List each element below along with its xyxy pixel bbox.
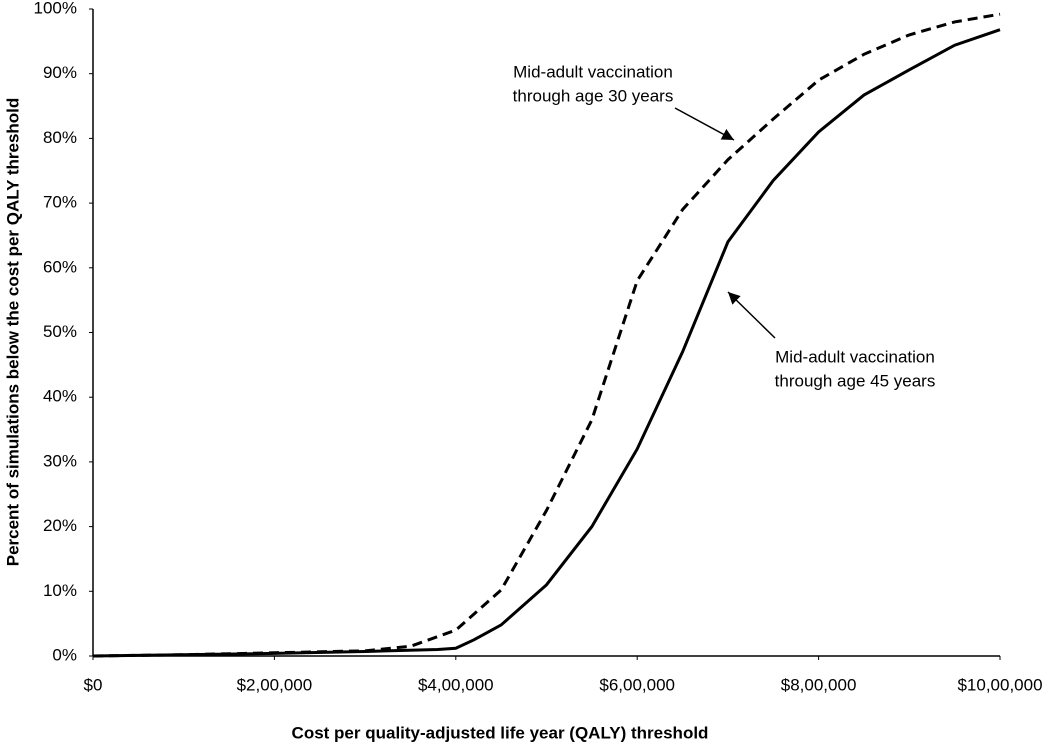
x-tick-label: $6,00,000 — [599, 675, 675, 694]
y-tick-label: 0% — [52, 645, 77, 664]
series-line — [92, 28, 1001, 658]
y-tick-label: 80% — [43, 128, 77, 147]
y-tick-label: 40% — [43, 387, 77, 406]
x-tick-label: $8,00,000 — [781, 675, 857, 694]
y-tick-label: 50% — [43, 322, 77, 341]
y-tick-label: 60% — [43, 257, 77, 276]
x-tick-label: $2,00,000 — [237, 675, 313, 694]
annotation: through age 45 years — [775, 371, 936, 390]
y-tick-label: 90% — [43, 63, 77, 82]
y-tick-label: 10% — [43, 581, 77, 600]
annotation-arrow — [674, 107, 735, 141]
y-tick-label: 20% — [43, 516, 77, 535]
y-tick-label: 70% — [43, 193, 77, 212]
annotation: Mid-adult vaccination — [513, 62, 673, 81]
x-tick-label: $0 — [84, 675, 103, 694]
annotation-arrow — [727, 291, 776, 339]
series-line — [92, 12, 1001, 658]
y-axis-label: Percent of simulations below the cost pe… — [3, 98, 22, 567]
y-tick-label: 30% — [43, 451, 77, 470]
x-tick-label: $4,00,000 — [418, 675, 494, 694]
annotation: Mid-adult vaccination — [775, 347, 935, 366]
y-tick-label: 100% — [34, 0, 77, 17]
x-axis-label: Cost per quality-adjusted life year (QAL… — [292, 723, 709, 742]
x-tick-label: $10,00,000 — [957, 675, 1042, 694]
annotation: through age 30 years — [513, 86, 674, 105]
